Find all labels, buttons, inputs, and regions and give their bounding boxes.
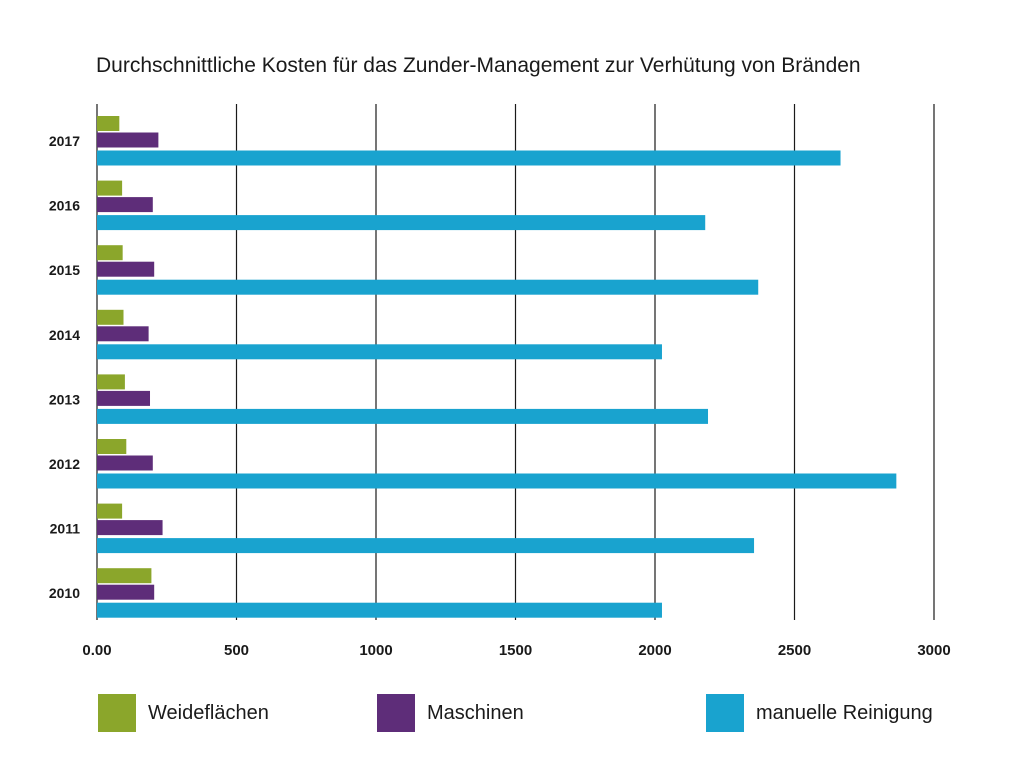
bar-maschinen-2010 <box>97 584 155 600</box>
x-tick-label: 2500 <box>778 642 811 659</box>
bar-maschinen-2011 <box>97 520 163 536</box>
bar-manuelle-reinigung-2010 <box>97 602 662 618</box>
legend-label-manuelle-reinigung: manuelle Reinigung <box>756 701 933 724</box>
bar-maschinen-2015 <box>97 261 155 277</box>
y-category-label: 2017 <box>49 133 80 149</box>
bar-maschinen-2013 <box>97 390 151 406</box>
x-tick-label: 1000 <box>359 642 392 659</box>
bar-weideflächen-2016 <box>97 180 123 196</box>
bar-weideflächen-2013 <box>97 374 125 390</box>
x-tick-label: 500 <box>224 642 249 659</box>
y-category-label: 2013 <box>49 391 80 407</box>
y-category-label: 2015 <box>49 262 80 278</box>
bar-manuelle-reinigung-2014 <box>97 344 662 360</box>
x-tick-label: 3000 <box>917 642 950 659</box>
bar-maschinen-2016 <box>97 197 153 213</box>
bar-manuelle-reinigung-2016 <box>97 215 706 231</box>
y-category-label: 2012 <box>49 456 80 472</box>
legend-item-maschinen: Maschinen <box>377 693 524 733</box>
x-tick-label: 2000 <box>638 642 671 659</box>
bar-chart: 0.00 500 1000 1500 2000 2500 3000 2017 2016 2015 2… <box>49 104 951 659</box>
legend-label-weideflaechen: Weideflächen <box>148 701 269 724</box>
y-category-label: 2011 <box>50 521 81 537</box>
y-category-label: 2010 <box>49 585 80 601</box>
bar-weideflächen-2011 <box>97 503 123 519</box>
x-tick-label: 1500 <box>499 642 532 659</box>
bar-weideflächen-2014 <box>97 309 124 325</box>
legend-swatch-maschinen <box>377 694 415 732</box>
bar-maschinen-2017 <box>97 132 159 148</box>
bar-manuelle-reinigung-2012 <box>97 473 897 489</box>
y-category-label: 2014 <box>49 327 80 343</box>
x-tick-label: 0.00 <box>82 642 111 659</box>
legend-item-weideflaechen: Weideflächen <box>98 693 269 733</box>
bar-manuelle-reinigung-2011 <box>97 538 755 554</box>
bar-maschinen-2014 <box>97 326 149 342</box>
bar-weideflächen-2015 <box>97 245 123 261</box>
bar-weideflächen-2012 <box>97 439 127 454</box>
chart-title: Durchschnittliche Kosten für das Zunder-… <box>96 54 861 77</box>
bar-maschinen-2012 <box>97 455 153 471</box>
legend-item-manuelle-reinigung: manuelle Reinigung <box>706 693 933 733</box>
bar-manuelle-reinigung-2013 <box>97 408 709 424</box>
y-category-label: 2016 <box>49 198 80 214</box>
bar-manuelle-reinigung-2017 <box>97 150 841 166</box>
bar-weideflächen-2017 <box>97 116 120 131</box>
legend-swatch-manuelle-reinigung <box>706 694 744 732</box>
bar-manuelle-reinigung-2015 <box>97 279 759 295</box>
legend-swatch-weideflaechen <box>98 694 136 732</box>
legend-label-maschinen: Maschinen <box>427 701 524 724</box>
bar-weideflächen-2010 <box>97 568 152 584</box>
